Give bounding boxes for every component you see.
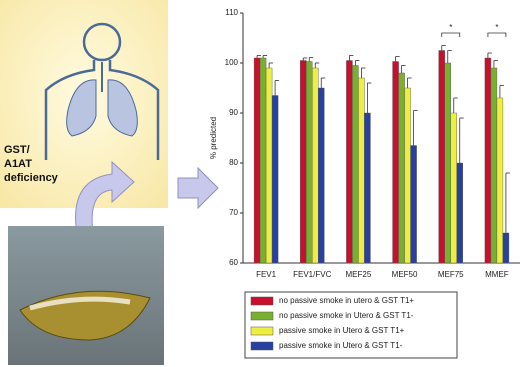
bar — [405, 88, 411, 263]
legend-label: passive smoke in Utero & GST T1+ — [279, 326, 405, 335]
x-tick-label: FEV1/FVC — [293, 270, 331, 279]
significance-label: * — [449, 23, 452, 32]
significance-bracket — [442, 33, 460, 37]
x-tick-label: MEF75 — [438, 270, 464, 279]
y-tick-label: 100 — [225, 58, 239, 67]
bar — [364, 113, 370, 263]
bar — [346, 61, 352, 264]
x-tick-label: MEF50 — [392, 270, 418, 279]
bar — [266, 68, 272, 263]
bar — [254, 58, 260, 263]
legend-label: no passive smoke in Utero & GST T1- — [279, 311, 414, 320]
x-tick-label: MEF25 — [346, 270, 372, 279]
bar — [312, 68, 318, 263]
legend-swatch — [251, 297, 273, 305]
illustration: GST/ A1AT deficiency — [0, 0, 218, 365]
bar — [503, 233, 509, 263]
y-tick-label: 60 — [229, 258, 238, 267]
bar — [451, 113, 457, 263]
legend-swatch — [251, 312, 273, 320]
bar — [352, 66, 358, 264]
legend-swatch — [251, 342, 273, 350]
bar — [260, 58, 266, 263]
y-tick-label: 110 — [225, 8, 238, 17]
bar — [358, 78, 364, 263]
bar — [393, 62, 399, 264]
bar — [485, 58, 491, 263]
figure: GST/ A1AT deficiency % predicted 60 70 80 9… — [0, 0, 528, 367]
bar — [491, 68, 497, 263]
illustration-label: GST/ — [4, 144, 30, 156]
bar — [300, 61, 306, 264]
y-axis-label: % predicted — [209, 117, 218, 159]
y-tick-label: 90 — [229, 108, 238, 117]
bar — [439, 51, 445, 264]
bar — [399, 73, 405, 263]
legend-swatch — [251, 327, 273, 335]
bar — [445, 63, 451, 263]
significance-label: * — [495, 23, 498, 32]
x-tick-label: FEV1 — [256, 270, 277, 279]
legend-label: no passive smoke in utero & GST T1+ — [279, 296, 414, 305]
bar — [272, 96, 278, 264]
bar — [411, 146, 417, 264]
y-tick-label: 70 — [229, 208, 238, 217]
illustration-label: A1AT — [4, 158, 32, 170]
y-tick-label: 80 — [229, 158, 238, 167]
bar — [306, 62, 312, 264]
significance-bracket — [488, 33, 506, 37]
legend-label: passive smoke in Utero & GST T1- — [279, 341, 403, 350]
x-tick-label: MMEF — [485, 270, 509, 279]
bar — [457, 163, 463, 263]
bar — [318, 88, 324, 263]
chart: % predicted — [209, 117, 457, 358]
bar — [497, 98, 503, 263]
illustration-label: deficiency — [4, 172, 59, 184]
